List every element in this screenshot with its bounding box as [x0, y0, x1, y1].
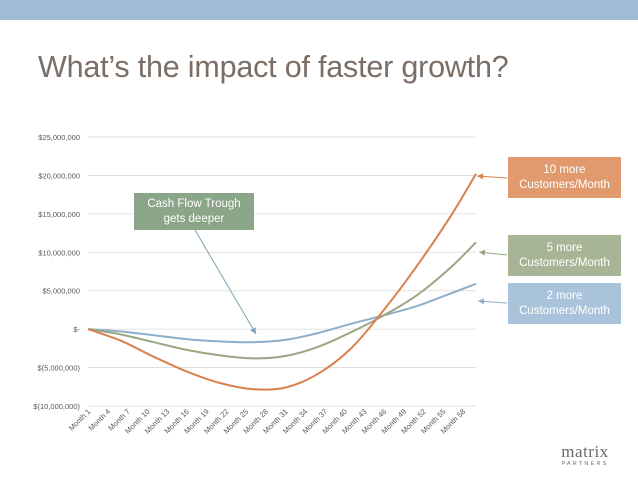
callout-10-more-customers: 10 more Customers/Month: [508, 157, 621, 198]
trough-arrow: [194, 229, 257, 335]
callout-cash-flow-trough: Cash Flow Trough gets deeper: [134, 193, 254, 230]
y-tick-label: $10,000,000: [38, 248, 80, 257]
y-tick-label: $-: [73, 325, 80, 334]
series-line-3: [87, 173, 477, 391]
callout-arrows: [194, 173, 508, 335]
y-tick-label: $(10,000,000): [33, 402, 80, 411]
series-line-2: [87, 241, 477, 360]
y-tick-label: $(5,000,000): [37, 364, 80, 373]
y-axis-labels: $25,000,000 $20,000,000 $15,000,000 $10,000…: [33, 133, 80, 411]
y-tick-label: $5,000,000: [42, 287, 80, 296]
ten-more-arrow: [476, 173, 508, 180]
series-line-1: [87, 282, 477, 344]
y-tick-label: $15,000,000: [38, 210, 80, 219]
chart-gridlines: [88, 136, 476, 407]
matrix-partners-logo: matrix PARTNERS: [561, 442, 609, 467]
callout-2-more-customers: 2 more Customers/Month: [508, 283, 621, 324]
y-tick-label: $20,000,000: [38, 171, 80, 180]
y-tick-label: $25,000,000: [38, 133, 80, 142]
chart-series: [87, 173, 477, 391]
header-bar: [0, 0, 638, 20]
two-more-arrow: [477, 298, 508, 305]
five-more-arrow: [478, 249, 508, 256]
slide-title: What’s the impact of faster growth?: [38, 50, 509, 84]
callout-5-more-customers: 5 more Customers/Month: [508, 235, 621, 276]
